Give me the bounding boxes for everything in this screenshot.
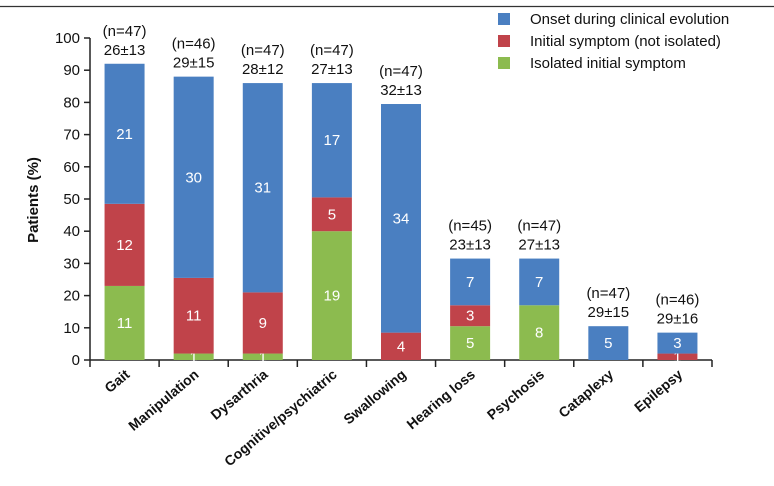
- y-tick-label: 70: [63, 127, 80, 144]
- bar-value-label: 5: [604, 335, 612, 352]
- bar-value-label: 1: [673, 349, 681, 366]
- y-tick-label: 10: [63, 320, 80, 337]
- bar-value-label: 31: [254, 180, 271, 197]
- bar-value-label: 34: [393, 210, 410, 227]
- bar-segment: [242, 83, 283, 293]
- sample-size-annotation: (n=46): [172, 36, 216, 53]
- bar-value-label: 21: [116, 126, 133, 143]
- age-annotation: 26±13: [104, 42, 146, 59]
- age-annotation: 27±13: [518, 237, 560, 254]
- bar-segment: [657, 332, 698, 354]
- bar-value-label: 9: [259, 315, 267, 332]
- sample-size-annotation: (n=47): [103, 23, 147, 40]
- bar-value-label: 3: [673, 335, 681, 352]
- annotations-group: (n=47) 26±13 (n=46) 29±15 (n=47) 28±12 (n=47) 2…: [103, 23, 700, 328]
- bar-value-label: 11: [186, 308, 202, 325]
- bar-value-label: 8: [535, 325, 543, 342]
- bar-segment: [173, 353, 214, 360]
- legend: Onset during clinical evolution Initial s…: [498, 11, 729, 72]
- legend-swatch: [498, 57, 510, 69]
- bar-segment: [311, 83, 352, 198]
- bar-value-label: 7: [535, 274, 543, 291]
- y-tick-label: 30: [63, 255, 80, 272]
- y-tick-label: 60: [63, 159, 80, 176]
- bar-segment: [450, 258, 491, 306]
- bar-segment: [104, 285, 145, 360]
- bar-value-label: 1: [259, 349, 267, 366]
- bar-value-label: 11: [117, 315, 133, 332]
- category-label: Swallowing: [340, 366, 409, 427]
- sample-size-annotation: (n=46): [656, 292, 700, 309]
- category-label: Psychosis: [484, 366, 548, 423]
- age-annotation: 27±13: [311, 61, 353, 78]
- bar-value-label: 19: [324, 288, 341, 305]
- bar-segment: [311, 197, 352, 232]
- bar-segment: [104, 63, 145, 204]
- age-annotation: 23±13: [449, 237, 491, 254]
- y-tick-label: 80: [63, 94, 80, 111]
- bar-segment: [450, 305, 491, 327]
- bar-value-label: 4: [397, 338, 405, 355]
- category-label: Epilepsy: [631, 366, 686, 415]
- bar-segment: [173, 277, 214, 354]
- legend-label: Isolated initial symptom: [530, 55, 686, 72]
- bar-segment: [450, 326, 491, 360]
- bar-segment: [242, 292, 283, 354]
- legend-label: Onset during clinical evolution: [530, 11, 729, 28]
- bar-value-label: 5: [466, 335, 474, 352]
- category-label: Manipulation: [125, 366, 201, 434]
- y-tick-label: 90: [63, 62, 80, 79]
- category-label: Cognitive/psychiatric: [221, 366, 340, 469]
- legend-swatch: [498, 35, 510, 47]
- bars-group: 11122111130193119517434537807513: [104, 63, 698, 366]
- legend-swatch: [498, 13, 510, 25]
- category-label: Cataplexy: [555, 366, 616, 421]
- age-annotation: 28±12: [242, 61, 284, 78]
- y-tick-label: 0: [72, 352, 80, 369]
- bar-segment: [173, 76, 214, 278]
- y-axis: 0 10 20 30 40 50 60 70 80 90 100: [55, 30, 91, 369]
- y-tick-label: 40: [63, 223, 80, 240]
- bar-segment: [381, 104, 421, 333]
- bar-segment: [242, 353, 283, 360]
- category-label: Hearing loss: [403, 366, 478, 432]
- bar-segment: [104, 203, 145, 286]
- legend-label: Initial symptom (not isolated): [530, 33, 721, 50]
- age-annotation: 29±15: [173, 55, 215, 72]
- age-annotation: 32±13: [380, 82, 422, 99]
- sample-size-annotation: (n=47): [241, 42, 285, 59]
- bar-value-label: 17: [324, 132, 341, 149]
- bar-segment: [311, 231, 352, 360]
- bar-value-label: 30: [185, 169, 202, 186]
- age-annotation: 29±15: [588, 304, 630, 321]
- bar-value-label: 3: [466, 308, 474, 325]
- sample-size-annotation: (n=47): [379, 63, 423, 80]
- bar-value-label: 12: [116, 237, 133, 254]
- bar-value-label: 1: [189, 349, 197, 366]
- category-label: Gait: [101, 366, 132, 396]
- category-label: Dysarthria: [207, 366, 271, 423]
- age-annotation: 29±16: [657, 311, 699, 328]
- sample-size-annotation: (n=47): [586, 285, 630, 302]
- bar-value-label: 5: [328, 206, 336, 223]
- bar-segment: [519, 305, 560, 360]
- y-tick-label: 20: [63, 288, 80, 305]
- sample-size-annotation: (n=47): [517, 218, 561, 235]
- bar-segment: [519, 258, 560, 306]
- bar-segment: [588, 326, 629, 360]
- bar-segment: [657, 353, 698, 360]
- bar-value-label: 7: [466, 274, 474, 291]
- sample-size-annotation: (n=47): [310, 42, 354, 59]
- y-tick-label: 50: [63, 191, 80, 208]
- bar-segment: [381, 332, 421, 360]
- y-tick-label: 100: [55, 30, 80, 47]
- sample-size-annotation: (n=45): [448, 218, 492, 235]
- y-axis-title: Patients (%): [25, 157, 42, 243]
